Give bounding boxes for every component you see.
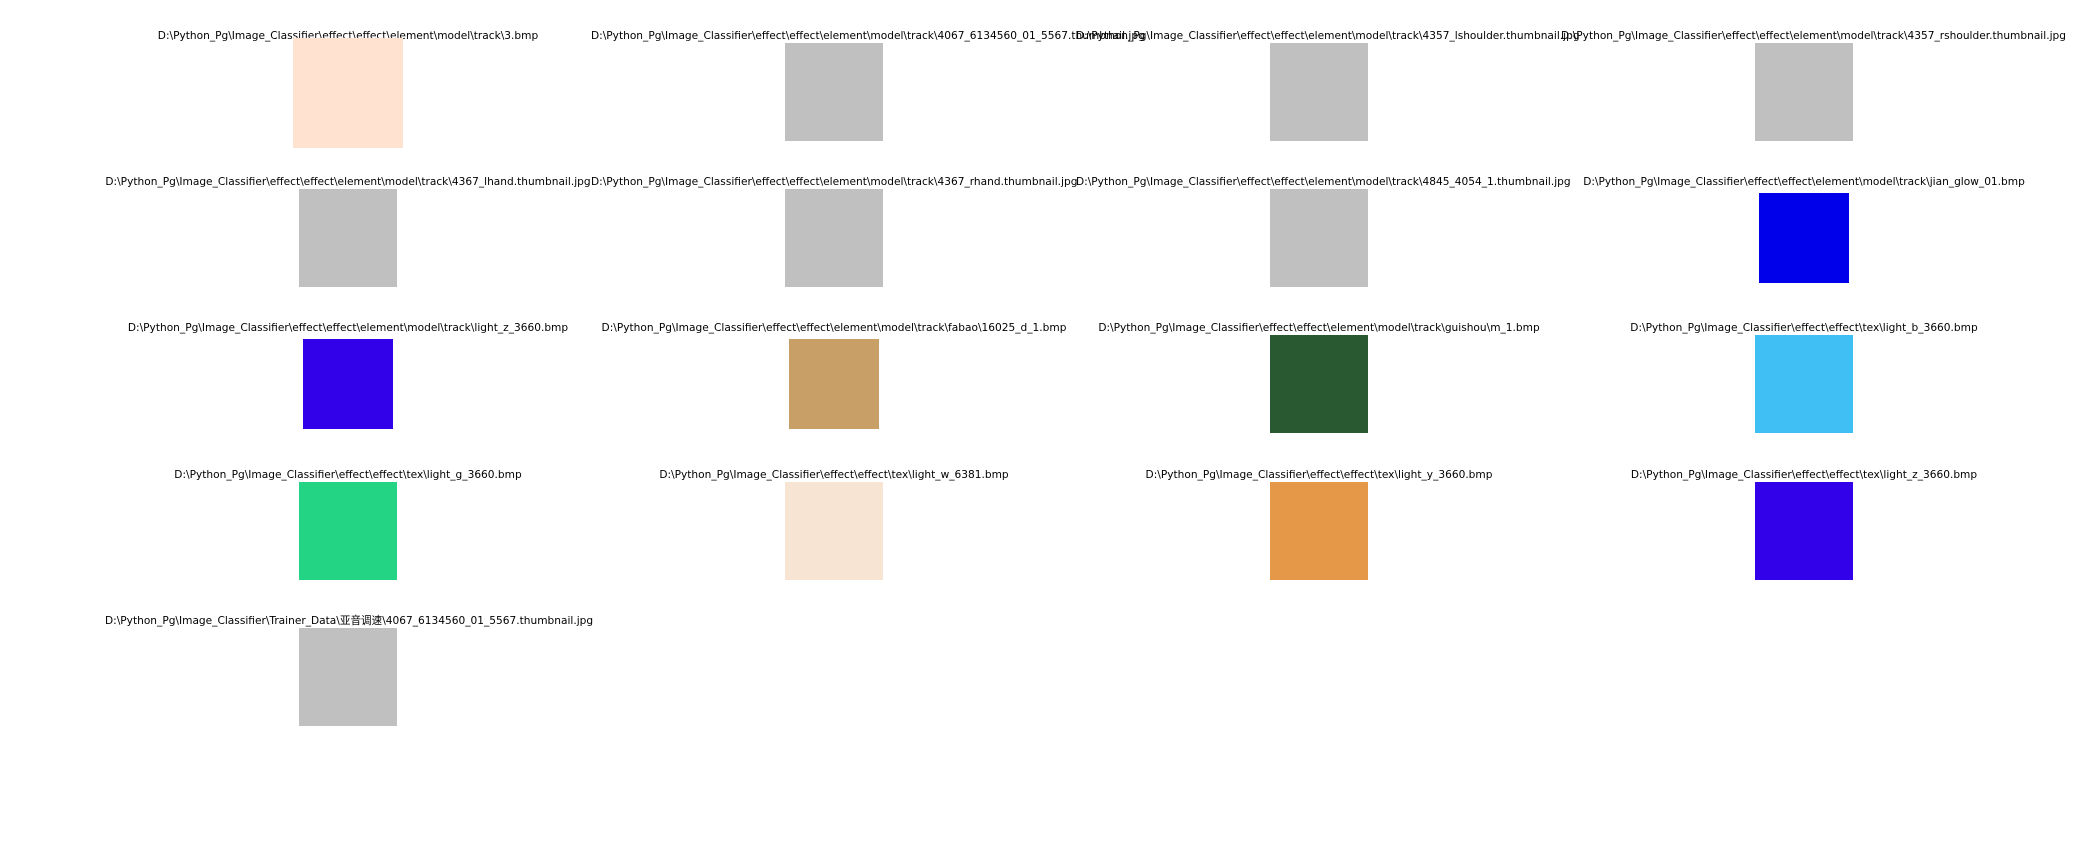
image-path-caption: D:\Python_Pg\Image_Classifier\effect\eff… [105, 176, 591, 188]
image-thumbnail [299, 189, 397, 287]
image-path-caption: D:\Python_Pg\Image_Classifier\effect\eff… [1145, 469, 1493, 481]
image-path-caption: D:\Python_Pg\Image_Classifier\effect\eff… [601, 322, 1067, 334]
image-thumbnail [1755, 335, 1853, 433]
image-path-caption: D:\Python_Pg\Image_Classifier\effect\eff… [1561, 30, 2066, 42]
image-cell: D:\Python_Pg\Image_Classifier\effect\eff… [1076, 176, 1571, 322]
image-path-caption: D:\Python_Pg\Image_Classifier\Trainer_Da… [105, 615, 594, 627]
image-thumbnail [293, 38, 403, 148]
image-path-caption: D:\Python_Pg\Image_Classifier\effect\eff… [659, 469, 1009, 481]
image-thumbnail [785, 482, 883, 580]
image-path-caption: D:\Python_Pg\Image_Classifier\effect\eff… [1630, 469, 1978, 481]
image-thumbnail [1270, 189, 1368, 287]
image-cell: D:\Python_Pg\Image_Classifier\effect\eff… [591, 176, 1077, 322]
image-thumbnail [1759, 193, 1849, 283]
image-cell: D:\Python_Pg\Image_Classifier\effect\eff… [1561, 322, 2047, 468]
image-path-caption: D:\Python_Pg\Image_Classifier\effect\eff… [1583, 176, 2025, 188]
image-cell: D:\Python_Pg\Image_Classifier\effect\eff… [105, 30, 591, 176]
image-path-caption: D:\Python_Pg\Image_Classifier\effect\eff… [157, 30, 539, 42]
image-cell: D:\Python_Pg\Image_Classifier\effect\eff… [1561, 30, 2066, 176]
image-cell: D:\Python_Pg\Image_Classifier\effect\eff… [105, 176, 591, 322]
image-cell: D:\Python_Pg\Image_Classifier\effect\eff… [1561, 469, 2047, 615]
image-thumbnail [785, 189, 883, 287]
image-path-caption: D:\Python_Pg\Image_Classifier\effect\eff… [1630, 322, 1978, 334]
image-path-caption: D:\Python_Pg\Image_Classifier\effect\eff… [1076, 176, 1571, 188]
image-path-caption: D:\Python_Pg\Image_Classifier\effect\eff… [174, 469, 522, 481]
image-cell: D:\Python_Pg\Image_Classifier\effect\eff… [105, 322, 591, 468]
image-thumbnail [1755, 482, 1853, 580]
image-cell: D:\Python_Pg\Image_Classifier\effect\eff… [591, 469, 1077, 615]
image-cell: D:\Python_Pg\Image_Classifier\effect\eff… [1076, 469, 1562, 615]
image-thumbnail [299, 482, 397, 580]
image-path-caption: D:\Python_Pg\Image_Classifier\effect\eff… [1098, 322, 1540, 334]
image-cell: D:\Python_Pg\Image_Classifier\effect\eff… [105, 469, 591, 615]
image-cell: D:\Python_Pg\Image_Classifier\effect\eff… [591, 30, 1145, 176]
image-path-caption: D:\Python_Pg\Image_Classifier\effect\eff… [591, 30, 1145, 42]
image-cell: D:\Python_Pg\Image_Classifier\effect\eff… [591, 322, 1077, 468]
image-thumbnail [789, 339, 879, 429]
image-thumbnail [303, 339, 393, 429]
image-thumbnail [1755, 43, 1853, 141]
image-cell: D:\Python_Pg\Image_Classifier\effect\eff… [1076, 322, 1562, 468]
image-thumbnail [785, 43, 883, 141]
image-path-caption: D:\Python_Pg\Image_Classifier\effect\eff… [1076, 30, 1580, 42]
image-thumbnail [299, 628, 397, 726]
image-thumbnail [1270, 43, 1368, 141]
image-cell: D:\Python_Pg\Image_Classifier\effect\eff… [1561, 176, 2047, 322]
image-path-caption: D:\Python_Pg\Image_Classifier\effect\eff… [591, 176, 1078, 188]
image-thumbnail [1270, 335, 1368, 433]
image-path-caption: D:\Python_Pg\Image_Classifier\effect\eff… [127, 322, 569, 334]
image-thumbnail [1270, 482, 1368, 580]
image-cell: D:\Python_Pg\Image_Classifier\Trainer_Da… [105, 615, 594, 761]
image-cell: D:\Python_Pg\Image_Classifier\effect\eff… [1076, 30, 1580, 176]
